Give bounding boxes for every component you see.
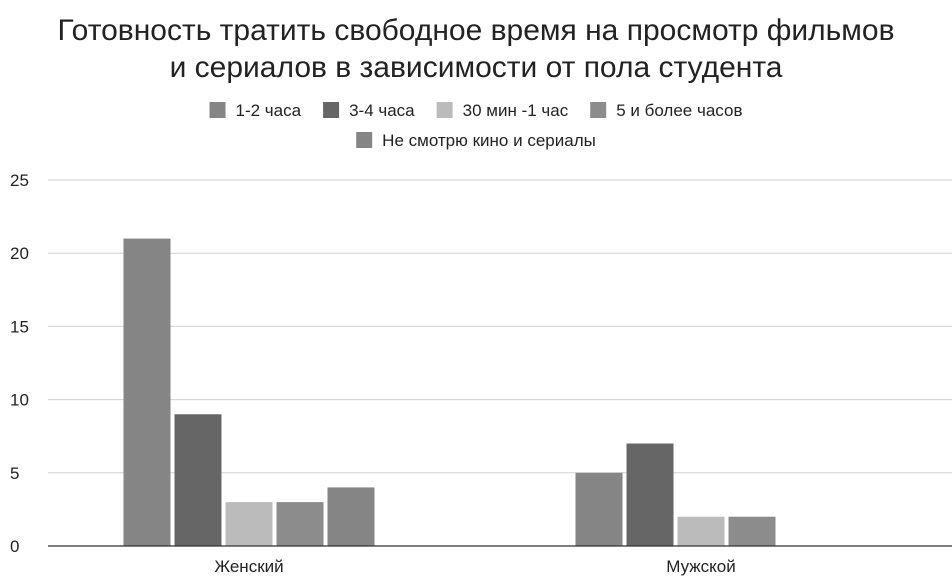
bar <box>677 516 725 546</box>
chart-title-line: Готовность тратить свободное время на пр… <box>57 14 894 47</box>
bar <box>575 472 623 546</box>
y-tick-label: 5 <box>10 464 19 483</box>
x-category-label: Женский <box>214 557 283 576</box>
y-tick-label: 25 <box>10 171 29 190</box>
gridlines <box>48 179 952 474</box>
chart-title: Готовность тратить свободное время на пр… <box>57 14 894 84</box>
legend-swatch <box>209 102 226 118</box>
y-tick-label: 10 <box>10 391 29 410</box>
x-category-label: Мужской <box>666 557 736 576</box>
bar <box>626 443 674 546</box>
y-axis-ticks: 0 5 10 15 20 25 <box>10 171 29 556</box>
bar <box>174 414 222 546</box>
y-tick-label: 0 <box>10 537 19 556</box>
legend-swatch <box>436 102 453 118</box>
x-axis-categories: Женский Мужской <box>214 557 735 576</box>
bar <box>225 502 273 546</box>
legend-label: 1-2 часа <box>236 101 302 120</box>
legend: 1-2 часа 3-4 часа 30 мин -1 час 5 и более ч… <box>209 101 742 150</box>
bar <box>728 516 776 546</box>
bar <box>276 502 324 546</box>
legend-label: 5 и более часов <box>616 101 742 120</box>
y-tick-label: 20 <box>10 244 29 263</box>
legend-swatch <box>356 132 373 148</box>
legend-swatch <box>323 102 340 118</box>
legend-label: 30 мин -1 час <box>463 101 569 120</box>
legend-label: Не смотрю кино и сериалы <box>382 131 596 150</box>
bars <box>123 238 776 546</box>
legend-swatch <box>590 102 607 118</box>
bar <box>123 238 171 546</box>
chart-title-line: и сериалов в зависимости от пола студент… <box>170 51 783 84</box>
legend-label: 3-4 часа <box>349 101 415 120</box>
bar <box>327 487 375 546</box>
y-tick-label: 15 <box>10 317 29 336</box>
